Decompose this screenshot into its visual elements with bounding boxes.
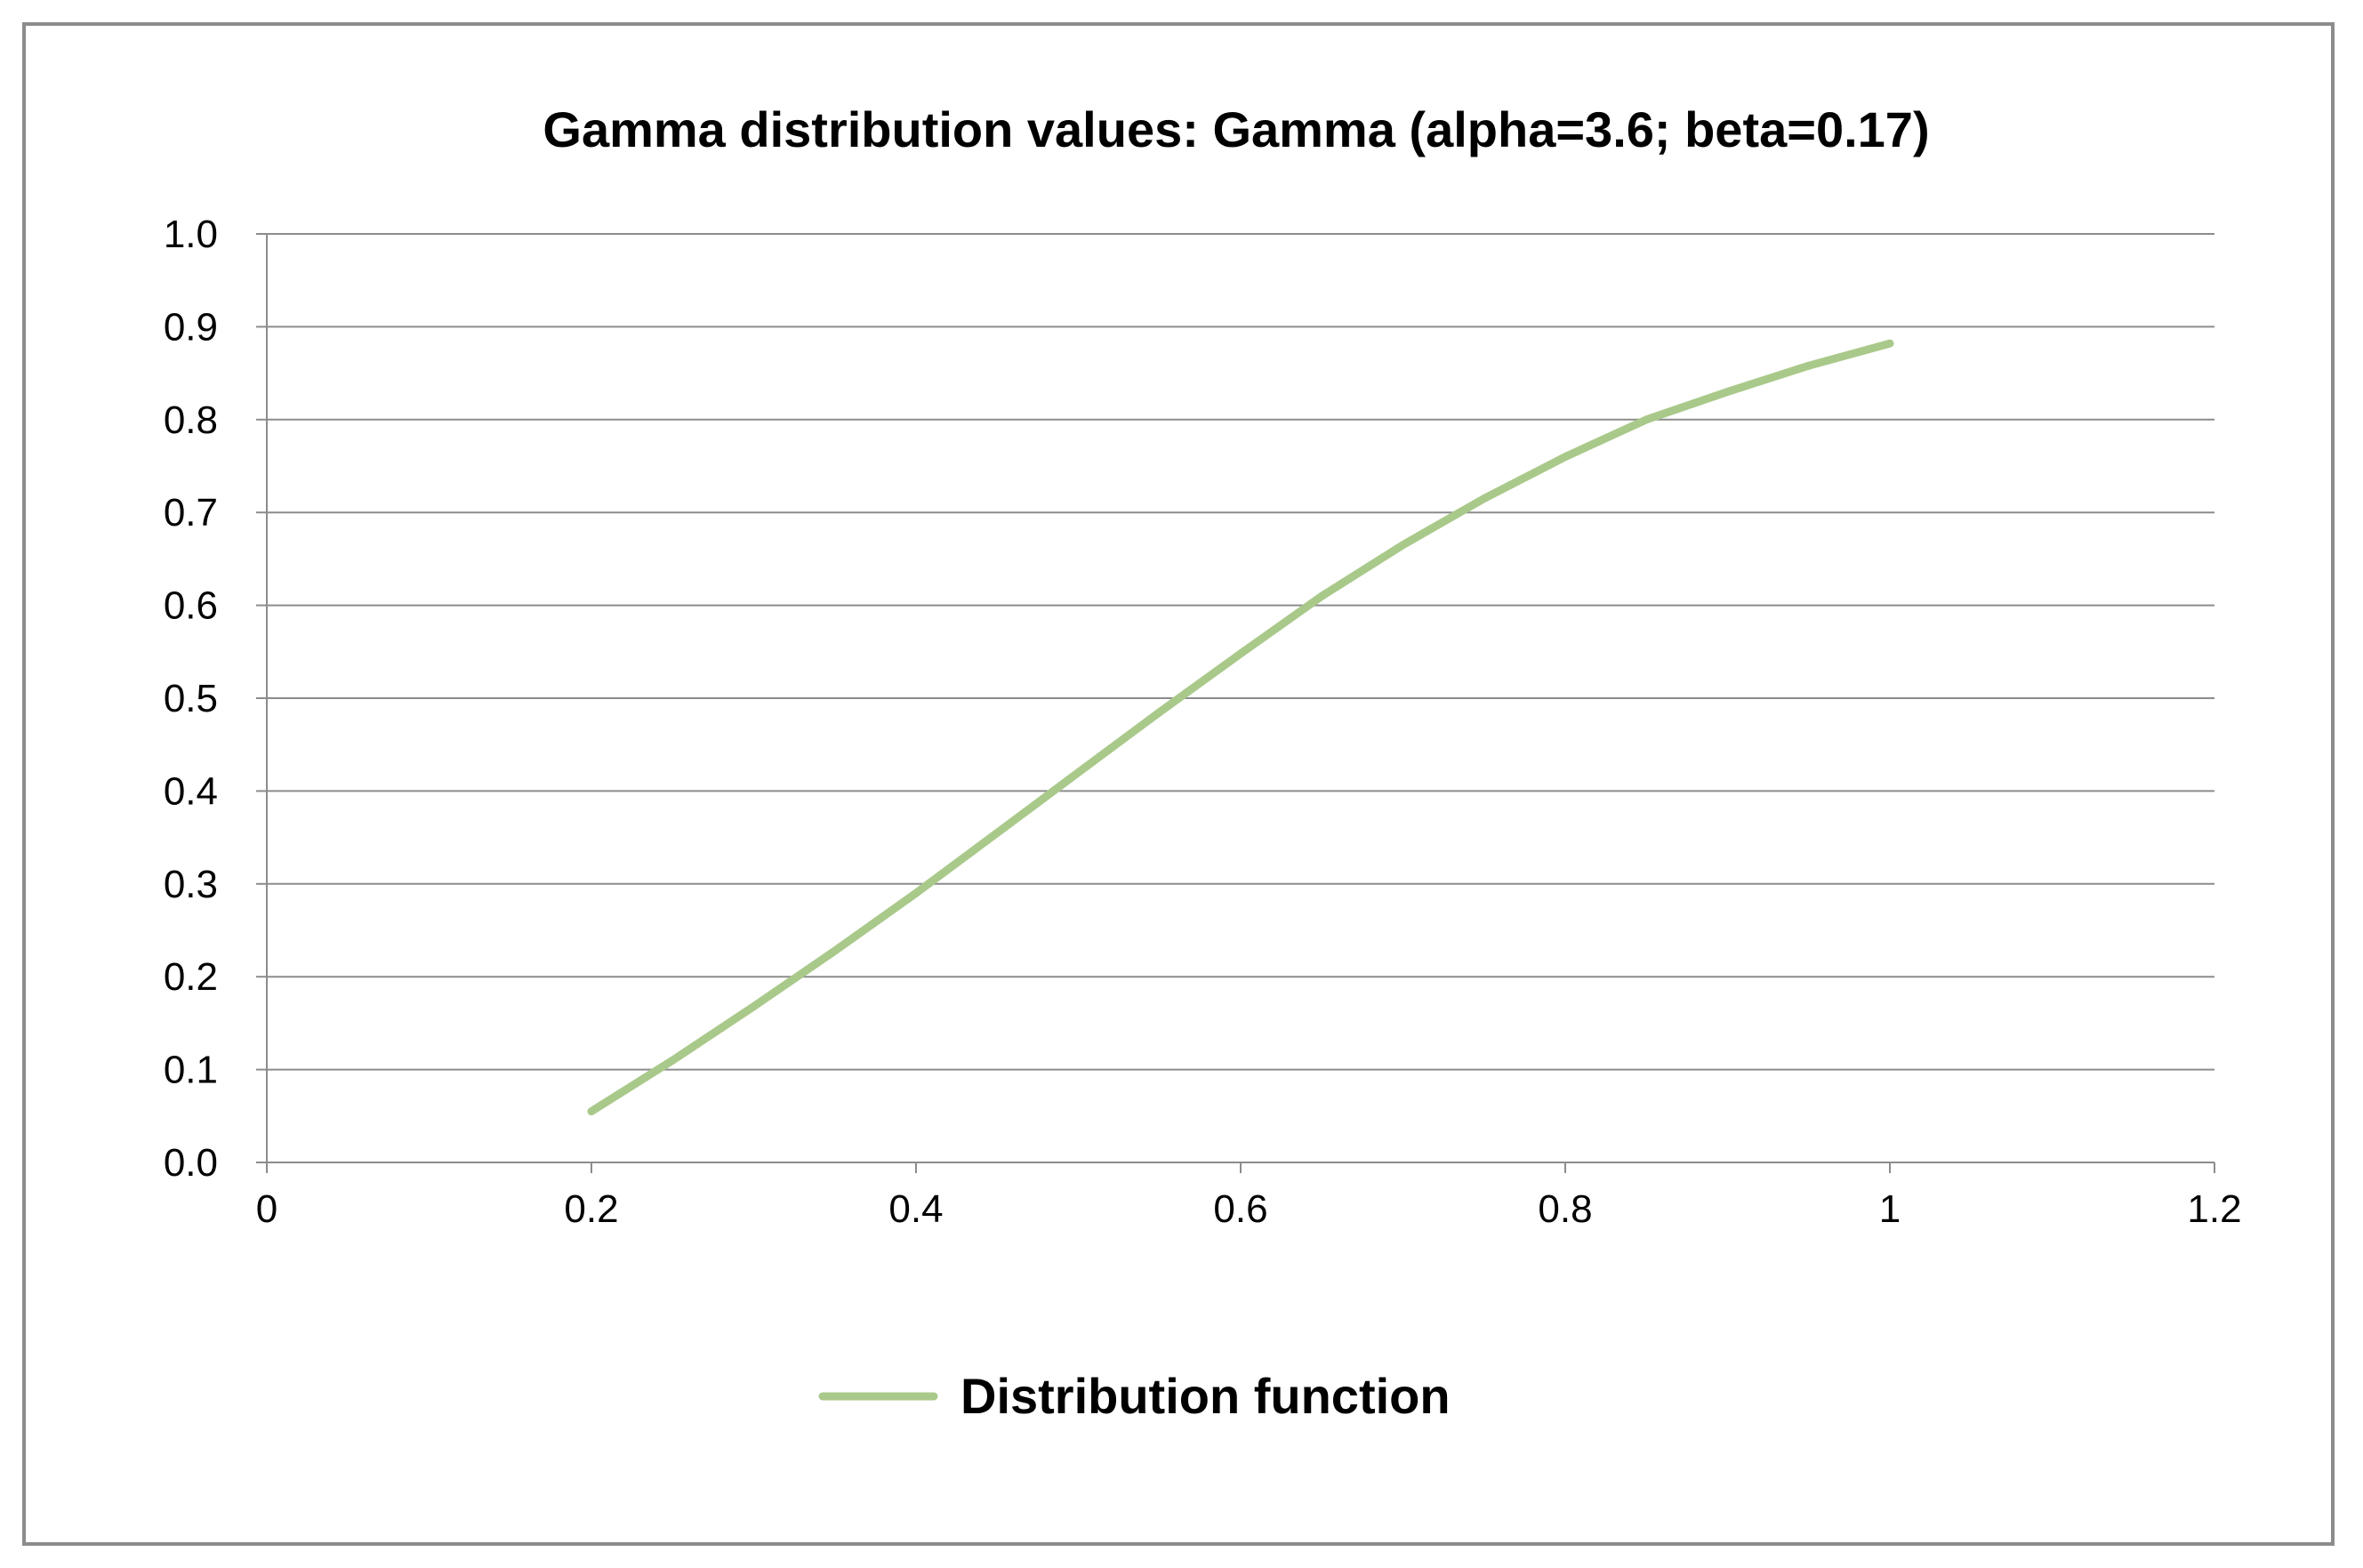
y-tick-label: 0.3 [164, 863, 218, 906]
axis-layer: 0.0 0.1 0.2 0.3 0.4 0.5 0.6 0.7 0.8 0.9 1.0 0 0.2 0.4… [164, 213, 2242, 1231]
y-tick-label: 0.8 [164, 398, 218, 442]
y-tick-label: 0.5 [164, 677, 218, 720]
x-tick-label: 0 [256, 1187, 277, 1231]
chart-frame [22, 22, 2335, 1546]
y-tick-label: 1.0 [164, 213, 218, 256]
legend: Distribution function [818, 1368, 1451, 1424]
y-tick-label: 0.2 [164, 955, 218, 999]
y-tick-label: 0.9 [164, 305, 218, 349]
legend-label: Distribution function [960, 1368, 1451, 1424]
y-tick-label: 0.1 [164, 1049, 218, 1092]
x-tick-label: 1 [1879, 1187, 1901, 1231]
x-tick-label: 1.2 [2187, 1187, 2241, 1231]
chart-title: Gamma distribution values: Gamma (alpha=… [543, 101, 1929, 157]
y-tick-label: 0.0 [164, 1141, 218, 1185]
y-tick-label: 0.7 [164, 491, 218, 535]
x-tick-label: 0.6 [1213, 1187, 1267, 1231]
x-tick-label: 0.8 [1538, 1187, 1592, 1231]
grid-layer [267, 233, 2214, 1163]
x-tick-label: 0.2 [564, 1187, 618, 1231]
series-layer [587, 339, 1894, 1116]
y-tick-label: 0.6 [164, 584, 218, 628]
y-tick-label: 0.4 [164, 769, 218, 813]
series-line [587, 339, 1894, 1116]
x-tick-label: 0.4 [888, 1187, 943, 1231]
